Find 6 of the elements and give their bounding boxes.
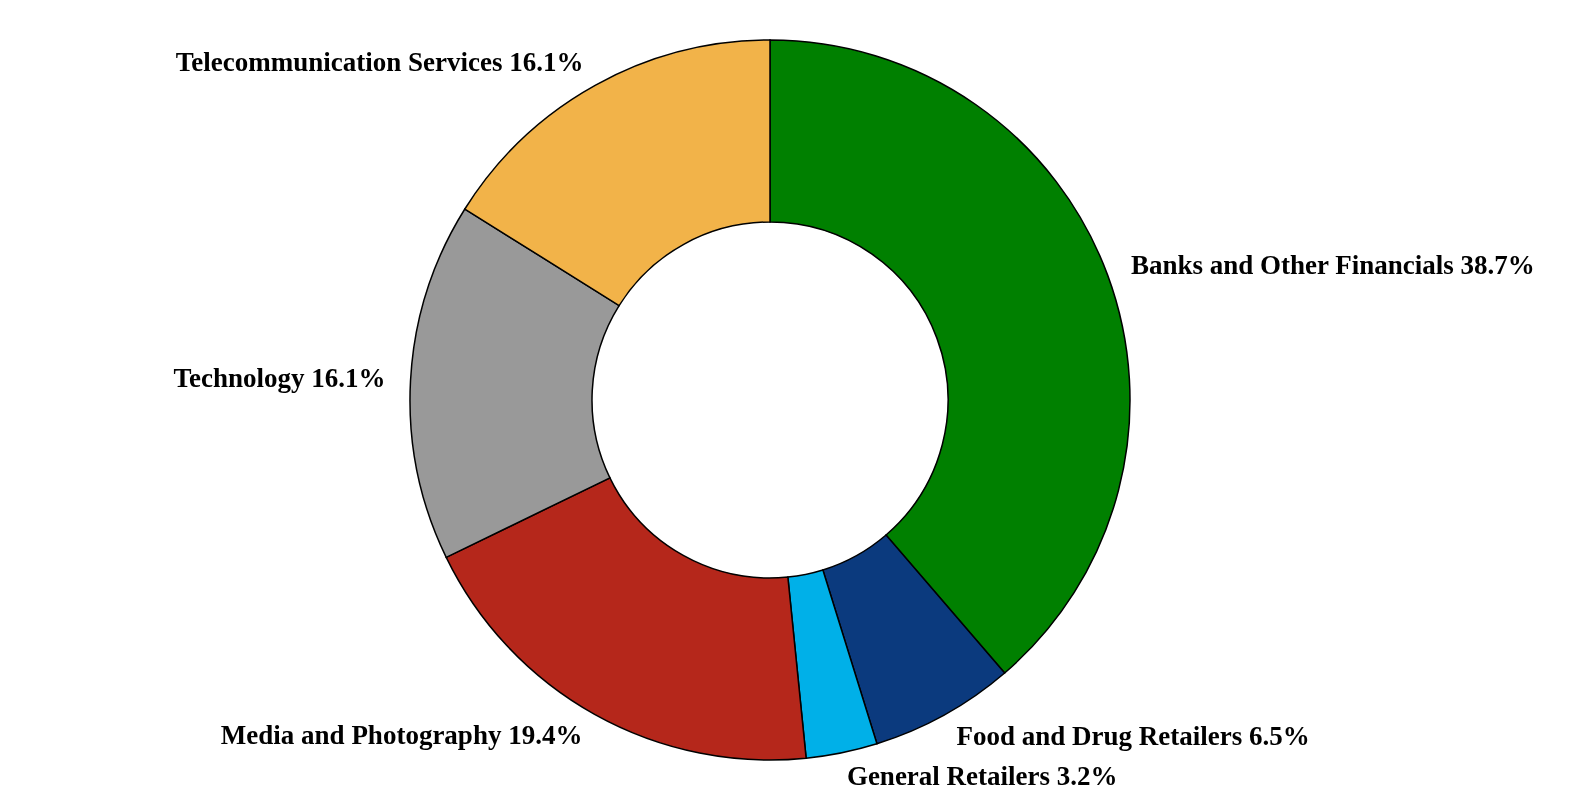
slice-label: Technology 16.1% xyxy=(173,363,386,394)
slice-label: Banks and Other Financials 38.7% xyxy=(1130,250,1535,281)
slice-label: Telecommunication Services 16.1% xyxy=(175,47,584,78)
slice-label: Food and Drug Retailers 6.5% xyxy=(956,720,1310,751)
slice-label: Media and Photography 19.4% xyxy=(220,720,583,751)
slice-label: General Retailers 3.2% xyxy=(846,761,1118,792)
